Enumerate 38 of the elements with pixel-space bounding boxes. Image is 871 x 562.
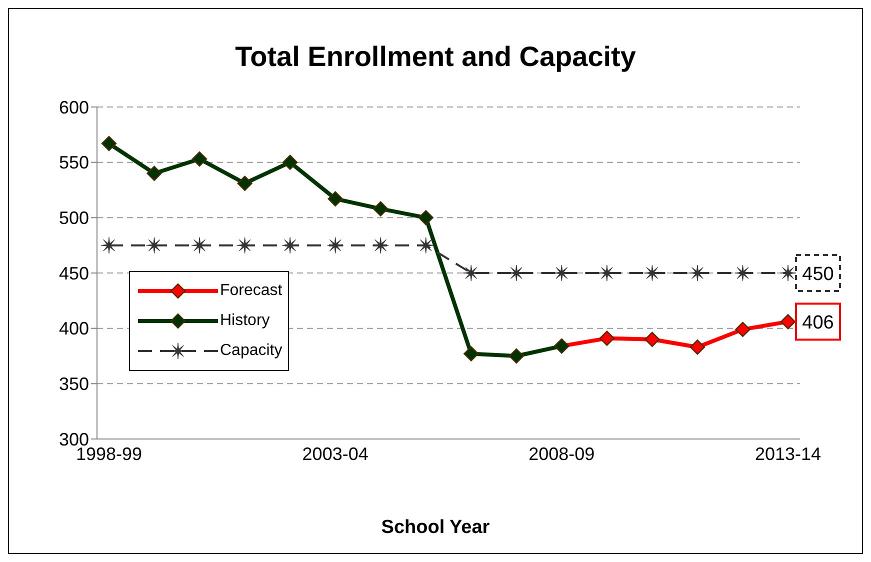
point bbox=[780, 314, 796, 330]
y-tick-label: 600 bbox=[58, 97, 89, 118]
point bbox=[192, 151, 208, 167]
x-axis-title: School Year bbox=[380, 517, 491, 539]
point bbox=[146, 166, 162, 181]
point bbox=[372, 237, 389, 254]
chart-title: Total Enrollment and Capacity bbox=[234, 41, 637, 73]
y-tick-label: 550 bbox=[58, 152, 89, 173]
point bbox=[508, 348, 524, 364]
point bbox=[599, 330, 615, 346]
legend-label: Capacity bbox=[220, 342, 282, 360]
y-tick-label: 450 bbox=[58, 263, 89, 284]
point bbox=[734, 264, 751, 282]
point bbox=[237, 176, 252, 191]
point bbox=[553, 264, 570, 282]
point bbox=[735, 322, 750, 338]
point bbox=[418, 210, 434, 226]
point bbox=[373, 201, 388, 216]
x-tick-label: 2013-14 bbox=[754, 444, 822, 464]
point bbox=[780, 264, 796, 282]
data-label: 406 bbox=[802, 312, 834, 334]
point bbox=[644, 332, 660, 347]
point bbox=[282, 154, 298, 170]
point bbox=[462, 264, 480, 282]
legend-label: Forecast bbox=[220, 282, 282, 300]
y-tick-label: 350 bbox=[58, 374, 89, 394]
y-tick-label: 500 bbox=[58, 208, 89, 228]
point bbox=[101, 136, 117, 152]
point bbox=[328, 191, 343, 206]
legend-label: History bbox=[220, 312, 270, 330]
x-tick-label: 2008-09 bbox=[528, 444, 595, 464]
point bbox=[464, 346, 479, 362]
point bbox=[644, 264, 660, 282]
x-tick-label: 2003-04 bbox=[302, 444, 368, 464]
point bbox=[327, 237, 344, 254]
y-tick-label: 400 bbox=[58, 318, 89, 339]
point bbox=[690, 340, 706, 355]
data-label: 450 bbox=[802, 264, 834, 285]
